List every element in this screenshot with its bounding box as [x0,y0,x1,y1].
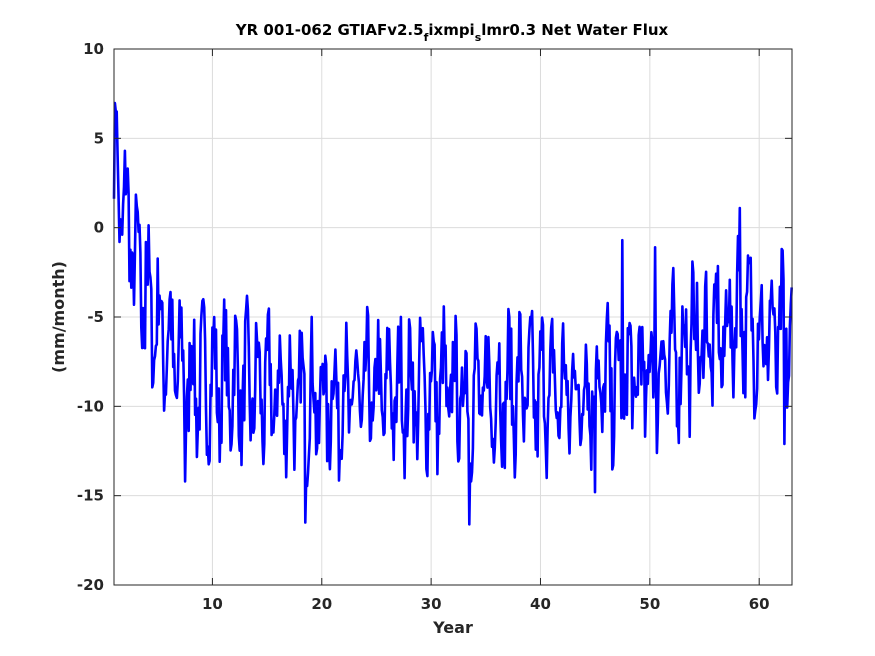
x-tick-label: 60 [749,595,770,613]
y-tick-label: 0 [94,219,104,237]
chart-title: YR 001-062 GTIAFv2.5fixmpislmr0.3 Net Wa… [235,21,669,44]
y-tick-label: -5 [87,308,104,326]
x-tick-label: 30 [421,595,442,613]
x-tick-label: 50 [639,595,660,613]
y-tick-label: -20 [77,576,104,594]
x-tick-label: 20 [311,595,332,613]
net-water-flux-series-line [112,101,793,526]
y-tick-label: 10 [83,40,104,58]
tick-marks [114,48,792,586]
y-tick-label: -10 [77,397,104,415]
x-axis-label: Year [432,618,473,637]
y-tick-label: 5 [94,129,104,147]
y-axis-label: (mm/month) [49,261,68,373]
x-tick-label: 40 [530,595,551,613]
x-tick-label: 10 [202,595,223,613]
y-tick-label: -15 [77,487,104,505]
y-tick-labels: -20 -15 -10 -5 0 5 10 [77,40,104,594]
plot-area [112,101,793,526]
x-tick-labels: 10 20 30 40 50 60 [202,595,770,613]
